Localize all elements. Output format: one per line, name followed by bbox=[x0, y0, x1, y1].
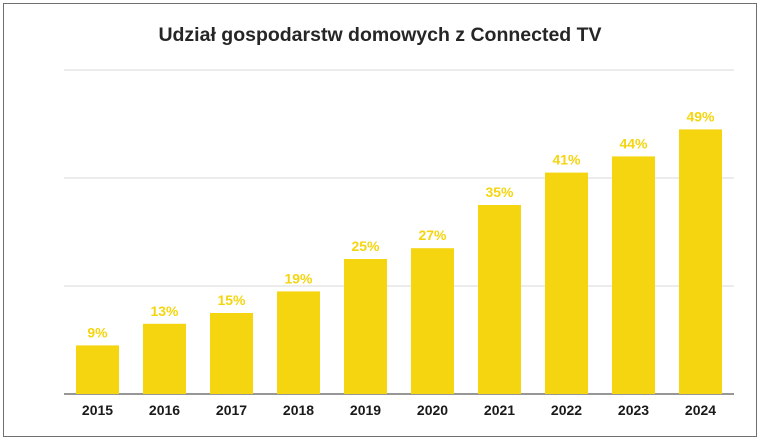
bar-2024 bbox=[679, 129, 722, 394]
x-tick-label-2018: 2018 bbox=[283, 402, 314, 418]
x-tick-label-2023: 2023 bbox=[618, 402, 649, 418]
chart-title: Udział gospodarstw domowych z Connected … bbox=[158, 24, 602, 46]
bar-2015 bbox=[76, 345, 119, 394]
bar-2019 bbox=[344, 259, 387, 394]
bar-2021 bbox=[478, 205, 521, 394]
x-tick-label-2024: 2024 bbox=[685, 402, 716, 418]
x-tick-label-2015: 2015 bbox=[82, 402, 113, 418]
data-label-2024: 49% bbox=[686, 108, 715, 124]
x-tick-label-2020: 2020 bbox=[417, 402, 448, 418]
data-label-2017: 15% bbox=[217, 292, 246, 308]
x-tick-label-2016: 2016 bbox=[149, 402, 180, 418]
x-tick-label-2021: 2021 bbox=[484, 402, 515, 418]
bar-2022 bbox=[545, 172, 588, 394]
bar-2023 bbox=[612, 156, 655, 394]
x-tick-label-2017: 2017 bbox=[216, 402, 247, 418]
data-label-2022: 41% bbox=[552, 152, 581, 168]
x-tick-label-2019: 2019 bbox=[350, 402, 381, 418]
data-label-2018: 19% bbox=[284, 270, 313, 286]
bar-2016 bbox=[143, 323, 186, 394]
bar-2020 bbox=[411, 248, 454, 394]
data-label-2019: 25% bbox=[351, 238, 380, 254]
x-tick-label-2022: 2022 bbox=[551, 402, 582, 418]
data-label-2020: 27% bbox=[418, 227, 447, 243]
data-label-2015: 9% bbox=[87, 324, 108, 340]
bar-2018 bbox=[277, 291, 320, 394]
data-label-2023: 44% bbox=[619, 135, 648, 151]
data-label-2016: 13% bbox=[150, 303, 179, 319]
bar-2017 bbox=[210, 313, 253, 394]
data-label-2021: 35% bbox=[485, 184, 514, 200]
